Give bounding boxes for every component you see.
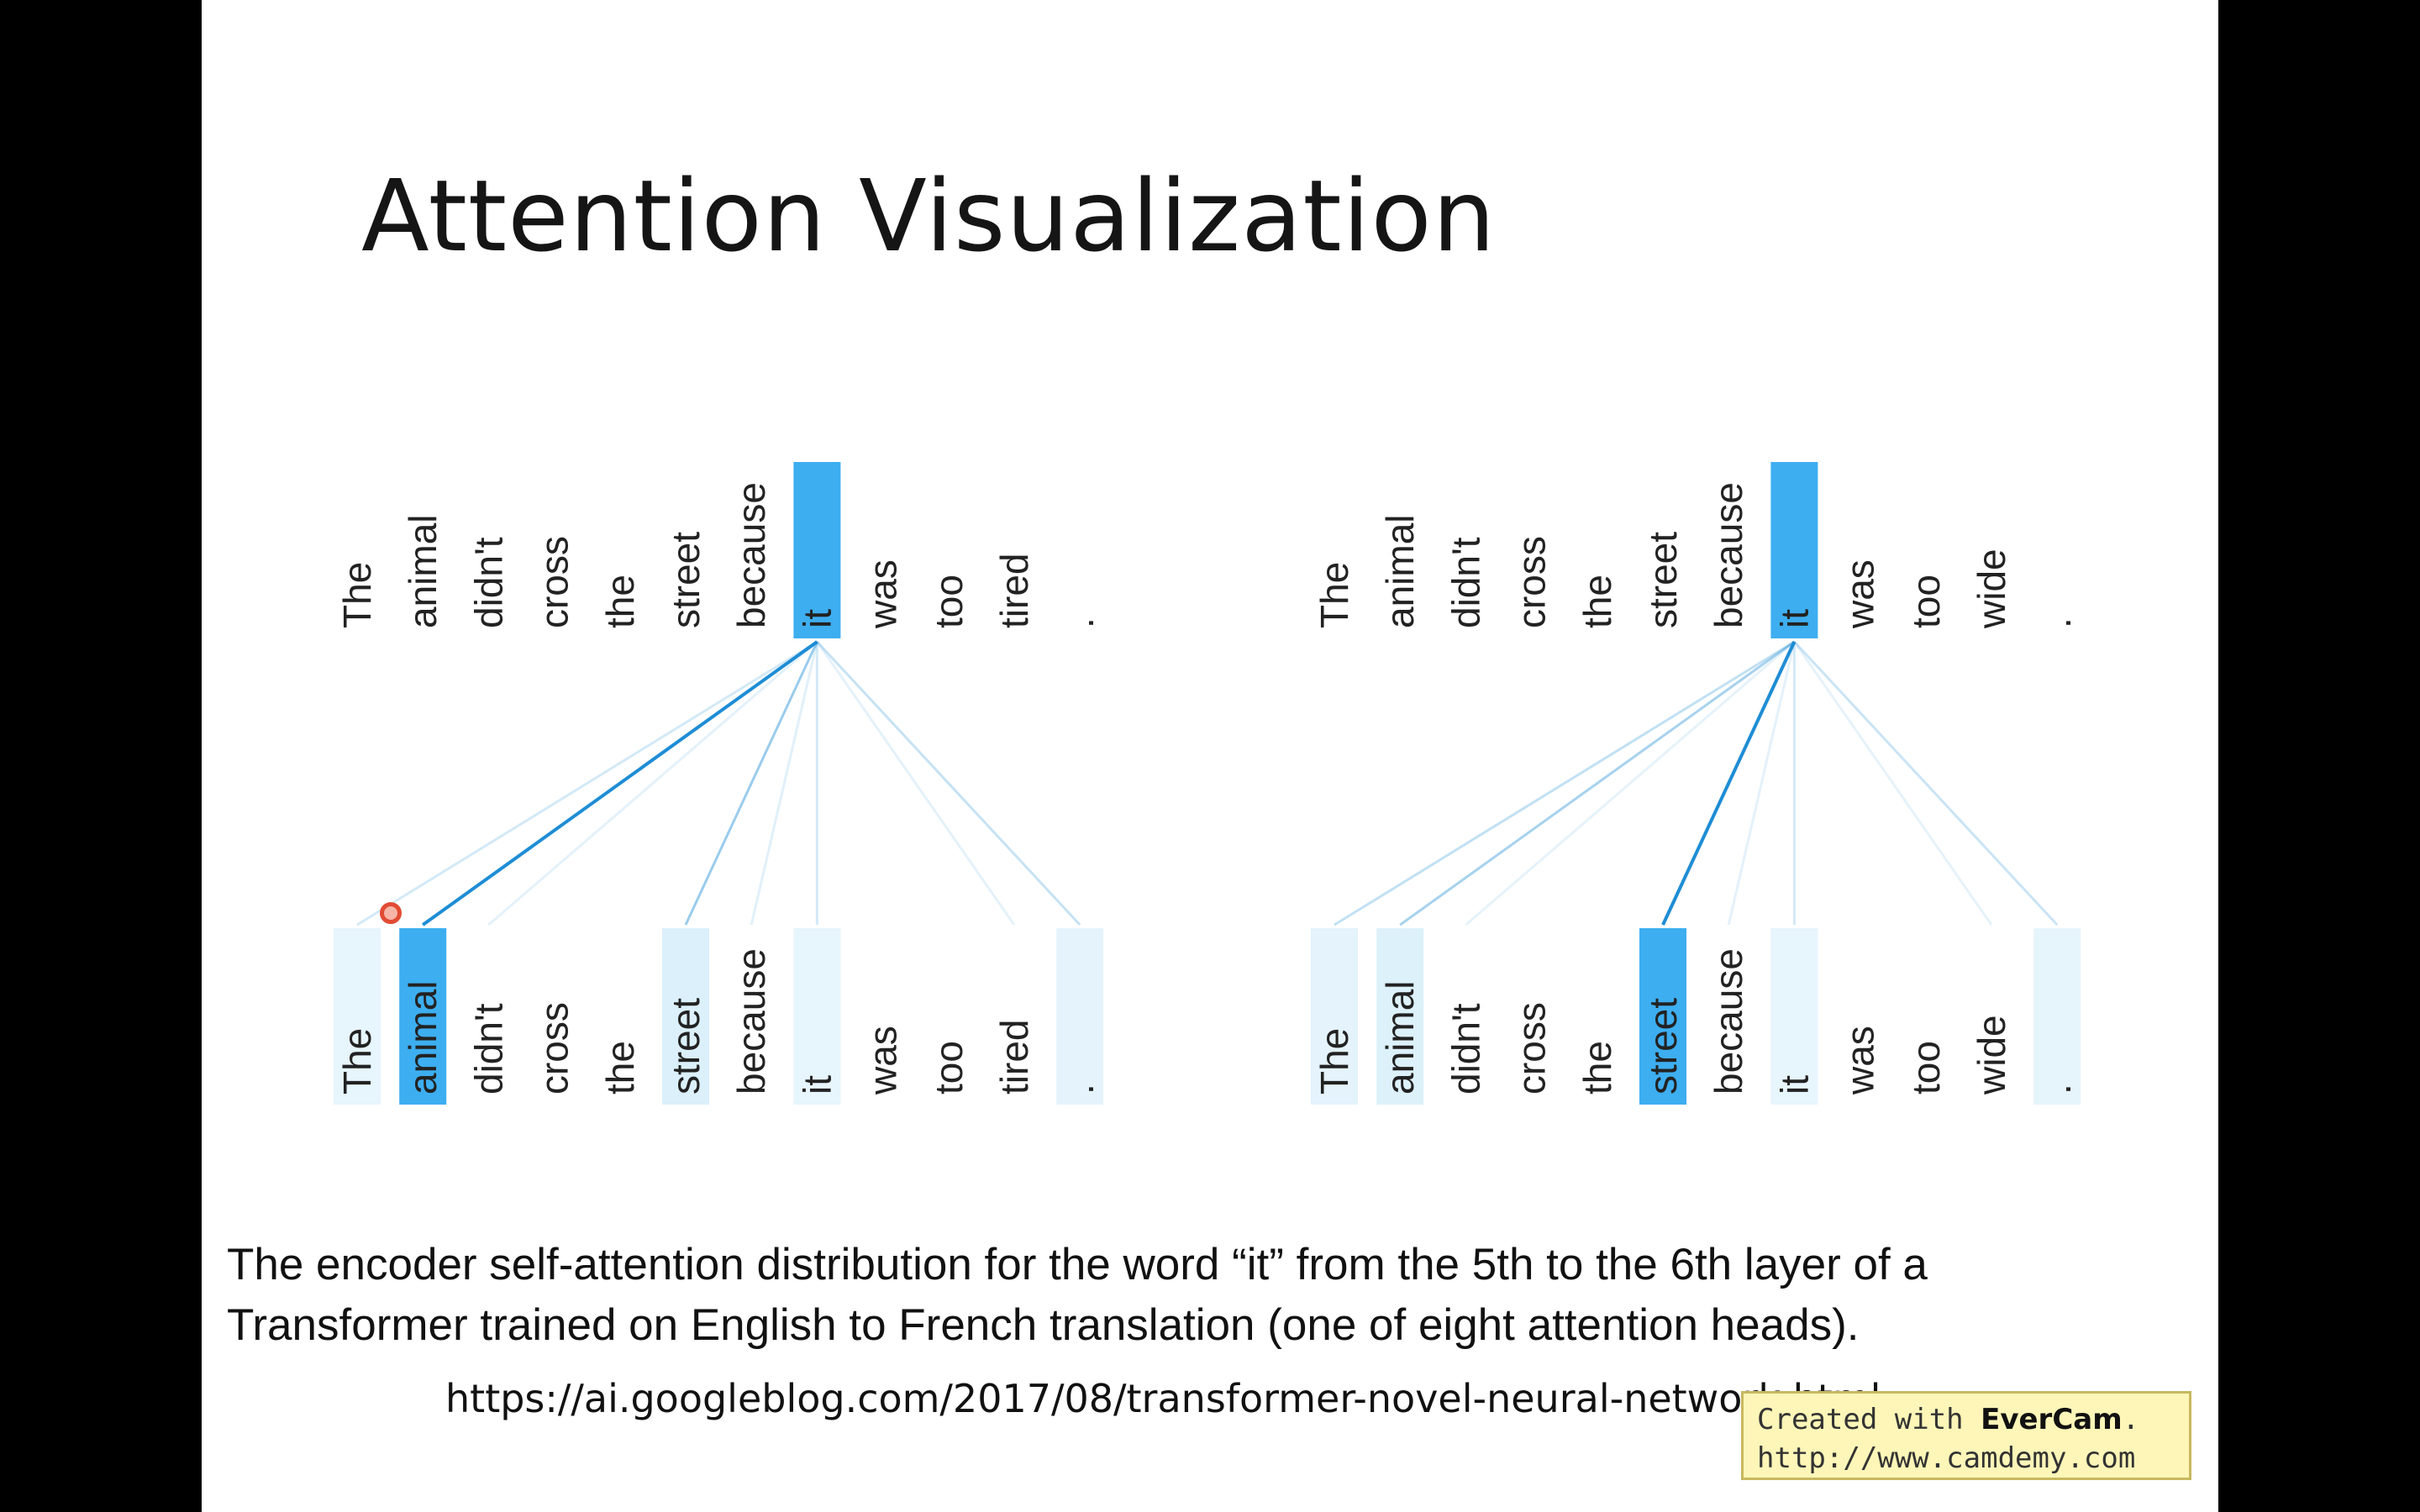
bottom-token: because bbox=[729, 948, 773, 1095]
attention-weight-highlight bbox=[334, 928, 381, 1105]
bottom-token: wide bbox=[1970, 1015, 2013, 1095]
top-token: too bbox=[927, 575, 971, 628]
query-token-highlight bbox=[793, 462, 841, 638]
bottom-token: cross bbox=[533, 1002, 576, 1095]
bottom-token: didn't bbox=[1444, 1003, 1487, 1095]
attention-line bbox=[487, 640, 818, 927]
top-token: animal bbox=[1378, 514, 1422, 628]
bottom-token: it bbox=[795, 1075, 839, 1095]
bottom-token: . bbox=[2035, 1084, 2079, 1095]
bottom-token: cross bbox=[1510, 1002, 1554, 1095]
bottom-token: The bbox=[335, 1028, 379, 1095]
watermark-suffix: . bbox=[2122, 1403, 2140, 1436]
top-token: it bbox=[795, 609, 839, 628]
attention-weight-highlight bbox=[793, 928, 841, 1105]
bottom-token: tired bbox=[992, 1020, 1036, 1095]
top-token: street bbox=[1641, 532, 1685, 628]
top-token: tired bbox=[992, 554, 1036, 628]
attention-visualization: The animal didn't cross the street because it wa… bbox=[334, 462, 2081, 1105]
slide: Attention Visualization The animal didn't c… bbox=[202, 0, 2218, 1512]
bottom-token: animal bbox=[1378, 980, 1422, 1095]
attention-line bbox=[356, 640, 818, 927]
attention-line bbox=[1793, 641, 1993, 926]
slide-title: Attention Visualization bbox=[361, 158, 1497, 274]
top-token: didn't bbox=[466, 537, 510, 628]
bottom-token: The bbox=[1313, 1028, 1356, 1095]
top-token: the bbox=[598, 575, 642, 628]
top-token: because bbox=[729, 482, 773, 628]
top-token: was bbox=[861, 559, 905, 629]
caption-line-2: Transformer trained on English to French… bbox=[227, 1300, 1860, 1350]
attention-weight-highlight bbox=[2033, 928, 2081, 1105]
bottom-token: was bbox=[861, 1026, 905, 1095]
attention-weight-highlight bbox=[662, 928, 709, 1105]
attention-line bbox=[1727, 641, 1796, 926]
top-token: because bbox=[1707, 482, 1750, 628]
source-url[interactable]: https://ai.googleblog.com/2017/08/transf… bbox=[445, 1376, 1881, 1421]
attention-weight-highlight bbox=[1311, 928, 1358, 1105]
top-token: . bbox=[2035, 617, 2079, 628]
attention-line bbox=[1661, 641, 1797, 926]
top-token: animal bbox=[401, 514, 445, 628]
evercam-watermark: Created with EverCam. http://www.camdemy… bbox=[1741, 1391, 2191, 1480]
top-token: the bbox=[1576, 575, 1619, 628]
attention-line bbox=[1793, 640, 2059, 927]
top-token: The bbox=[335, 562, 379, 628]
attention-weight-highlight bbox=[1770, 928, 1818, 1105]
top-token: it bbox=[1772, 609, 1816, 628]
bottom-token: animal bbox=[401, 980, 445, 1095]
bottom-token: because bbox=[1707, 948, 1750, 1095]
bottom-token: the bbox=[1576, 1041, 1619, 1095]
top-token: didn't bbox=[1444, 537, 1487, 628]
top-token: . bbox=[1058, 617, 1102, 628]
watermark-prefix: Created with bbox=[1757, 1403, 1981, 1436]
top-token: The bbox=[1313, 562, 1356, 628]
attention-line bbox=[1334, 640, 1796, 927]
attention-line bbox=[750, 641, 818, 926]
top-token: was bbox=[1839, 559, 1882, 629]
bottom-token: was bbox=[1839, 1026, 1882, 1095]
attention-panel-right: The animal didn't cross the street because it wa… bbox=[1311, 462, 2081, 1105]
top-token: too bbox=[1904, 575, 1948, 628]
top-token: cross bbox=[533, 536, 576, 628]
bottom-token: the bbox=[598, 1041, 642, 1095]
attention-weight-highlight bbox=[1056, 928, 1104, 1105]
attention-weight-highlight bbox=[1376, 928, 1424, 1105]
bottom-token: . bbox=[1058, 1084, 1102, 1095]
attention-weight-highlight bbox=[399, 928, 447, 1105]
bottom-token: street bbox=[664, 998, 708, 1095]
attention-weight-highlight bbox=[1639, 928, 1686, 1105]
attention-line bbox=[684, 641, 818, 926]
attention-line bbox=[816, 640, 1081, 927]
bottom-token: didn't bbox=[466, 1003, 510, 1095]
top-token: cross bbox=[1510, 536, 1554, 628]
watermark-brand: EverCam bbox=[1981, 1403, 2123, 1436]
watermark-url: http://www.camdemy.com bbox=[1757, 1441, 2136, 1475]
top-token: street bbox=[664, 532, 708, 628]
attention-panel-left: The animal didn't cross the street because it wa… bbox=[334, 462, 1104, 1105]
pointer-cursor-icon bbox=[380, 902, 402, 924]
bottom-token: too bbox=[1904, 1041, 1948, 1095]
bottom-token: too bbox=[927, 1041, 971, 1095]
top-token: wide bbox=[1970, 549, 2013, 629]
attention-line bbox=[422, 640, 818, 927]
query-token-highlight bbox=[1770, 462, 1818, 638]
attention-line bbox=[1399, 640, 1796, 927]
attention-line bbox=[1465, 640, 1796, 927]
bottom-token: it bbox=[1772, 1075, 1816, 1095]
caption-line-1: The encoder self-attention distribution … bbox=[227, 1240, 1928, 1289]
bottom-token: street bbox=[1641, 998, 1685, 1095]
attention-line bbox=[816, 641, 1016, 926]
figure-caption: The encoder self-attention distribution … bbox=[227, 1235, 2210, 1356]
